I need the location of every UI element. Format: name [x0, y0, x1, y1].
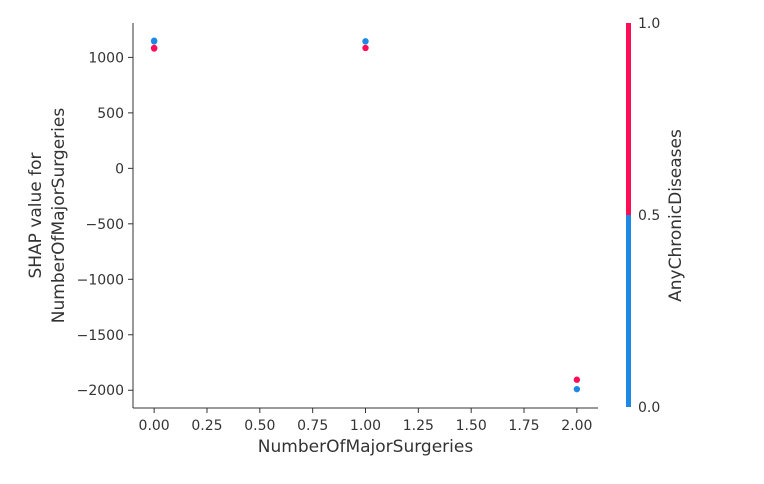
- y-axis-title-line-1: SHAP value for: [26, 152, 46, 278]
- x-tick-label: 1.25: [403, 418, 434, 434]
- y-axis-ticks: 1000 500 0 −500 −1000 −1500 −2000: [77, 50, 133, 399]
- x-tick-label: 2.00: [561, 418, 592, 434]
- colorbar-tick-label: 1.0: [638, 16, 660, 32]
- colorbar: 1.0 0.5 0.0: [626, 16, 660, 416]
- y-tick-label: 500: [97, 106, 124, 122]
- colorbar-low-segment: [626, 215, 631, 407]
- x-tick-label: 0.00: [139, 418, 170, 434]
- y-tick-label: 0: [115, 161, 124, 177]
- scatter-point: [362, 44, 369, 52]
- scatter-point: [362, 38, 369, 45]
- y-tick-label: −500: [86, 217, 124, 233]
- scatter-point: [573, 385, 581, 393]
- y-tick-label: −1000: [77, 272, 124, 288]
- scatter-point: [150, 38, 158, 45]
- colorbar-ticks: 1.0 0.5 0.0: [638, 16, 660, 416]
- scatter-point: [150, 45, 158, 52]
- scatter-point: [573, 376, 581, 383]
- y-tick-label: 1000: [88, 50, 124, 66]
- x-axis-title: NumberOfMajorSurgeries: [258, 437, 474, 457]
- x-tick-label: 0.50: [244, 418, 275, 434]
- x-tick-label: 0.75: [297, 418, 328, 434]
- y-axis-title-line-2: NumberOfMajorSurgeries: [49, 108, 69, 324]
- x-tick-label: 1.75: [508, 418, 539, 434]
- x-axis-ticks: 0.00 0.25 0.50 0.75 1.00 1.25 1.50 1.75 2.00: [139, 408, 592, 434]
- colorbar-high-segment: [626, 23, 631, 215]
- x-tick-label: 0.25: [191, 418, 222, 434]
- colorbar-title: AnyChronicDiseases: [666, 129, 686, 302]
- plot-area: 1000 500 0 −500 −1000 −1500 −2000 0.00 0.25 0.50…: [77, 23, 598, 434]
- colorbar-tick-label: 0.5: [638, 208, 660, 224]
- y-tick-label: −1500: [77, 328, 124, 344]
- scatter-points: [150, 37, 581, 393]
- x-tick-label: 1.50: [456, 418, 487, 434]
- y-tick-label: −2000: [77, 383, 124, 399]
- x-tick-label: 1.00: [350, 418, 381, 434]
- colorbar-tick-label: 0.0: [638, 400, 660, 416]
